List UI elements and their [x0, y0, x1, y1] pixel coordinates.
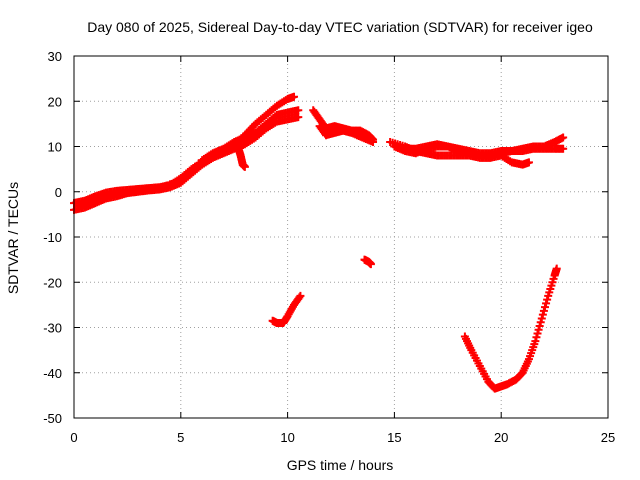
tick-labels: 0 5 10 15 20 25 -50 -40 -30 -20 -10 0 10 20 30 — [43, 49, 615, 445]
data-point — [552, 264, 561, 273]
y-tick-label: 30 — [48, 49, 62, 64]
y-tick-label: -20 — [43, 275, 62, 290]
series-arc-3 — [76, 106, 303, 210]
y-tick-label: 20 — [48, 94, 62, 109]
series-arc-11 — [360, 255, 375, 269]
y-axis-label: SDTVAR / TECUs — [5, 182, 21, 294]
data-point — [533, 329, 542, 338]
y-tick-label: 0 — [55, 185, 62, 200]
data-point — [524, 158, 533, 167]
data-point — [542, 299, 551, 308]
x-tick-label: 10 — [280, 430, 294, 445]
series-arc-9 — [401, 133, 568, 160]
y-tick-label: -30 — [43, 321, 62, 336]
data-point — [559, 144, 568, 153]
x-tick-label: 0 — [70, 430, 77, 445]
data-point — [559, 133, 568, 142]
data-point — [532, 333, 541, 342]
y-tick-label: -10 — [43, 230, 62, 245]
data-point — [294, 113, 303, 122]
series-arc-1 — [70, 92, 299, 208]
data-point — [536, 318, 545, 327]
series-arc-6 — [315, 122, 378, 146]
series-arc-12 — [460, 264, 561, 393]
x-tick-label: 5 — [177, 430, 184, 445]
data-point — [240, 162, 249, 171]
data-points — [70, 92, 568, 393]
data-point — [290, 92, 299, 101]
data-point — [540, 303, 549, 312]
y-tick-label: 10 — [48, 140, 62, 155]
x-tick-label: 15 — [387, 430, 401, 445]
plot-frame — [73, 55, 609, 419]
data-point — [537, 314, 546, 323]
data-point — [539, 306, 548, 315]
x-tick-label: 25 — [601, 430, 615, 445]
data-point — [534, 325, 543, 334]
data-point — [535, 321, 544, 330]
y-tick-label: -50 — [43, 411, 62, 426]
data-point — [531, 337, 540, 346]
x-tick-label: 20 — [494, 430, 508, 445]
data-point — [294, 106, 303, 115]
data-point — [366, 260, 375, 269]
data-point — [369, 137, 378, 146]
series-arc-10 — [268, 291, 305, 327]
x-axis-label: GPS time / hours — [287, 457, 394, 473]
series-arc-4 — [234, 144, 249, 171]
chart-title: Day 080 of 2025, Sidereal Day-to-day VTE… — [87, 19, 593, 35]
data-point — [543, 295, 552, 304]
data-point — [538, 310, 547, 319]
data-point — [268, 316, 277, 325]
y-tick-label: -40 — [43, 366, 62, 381]
